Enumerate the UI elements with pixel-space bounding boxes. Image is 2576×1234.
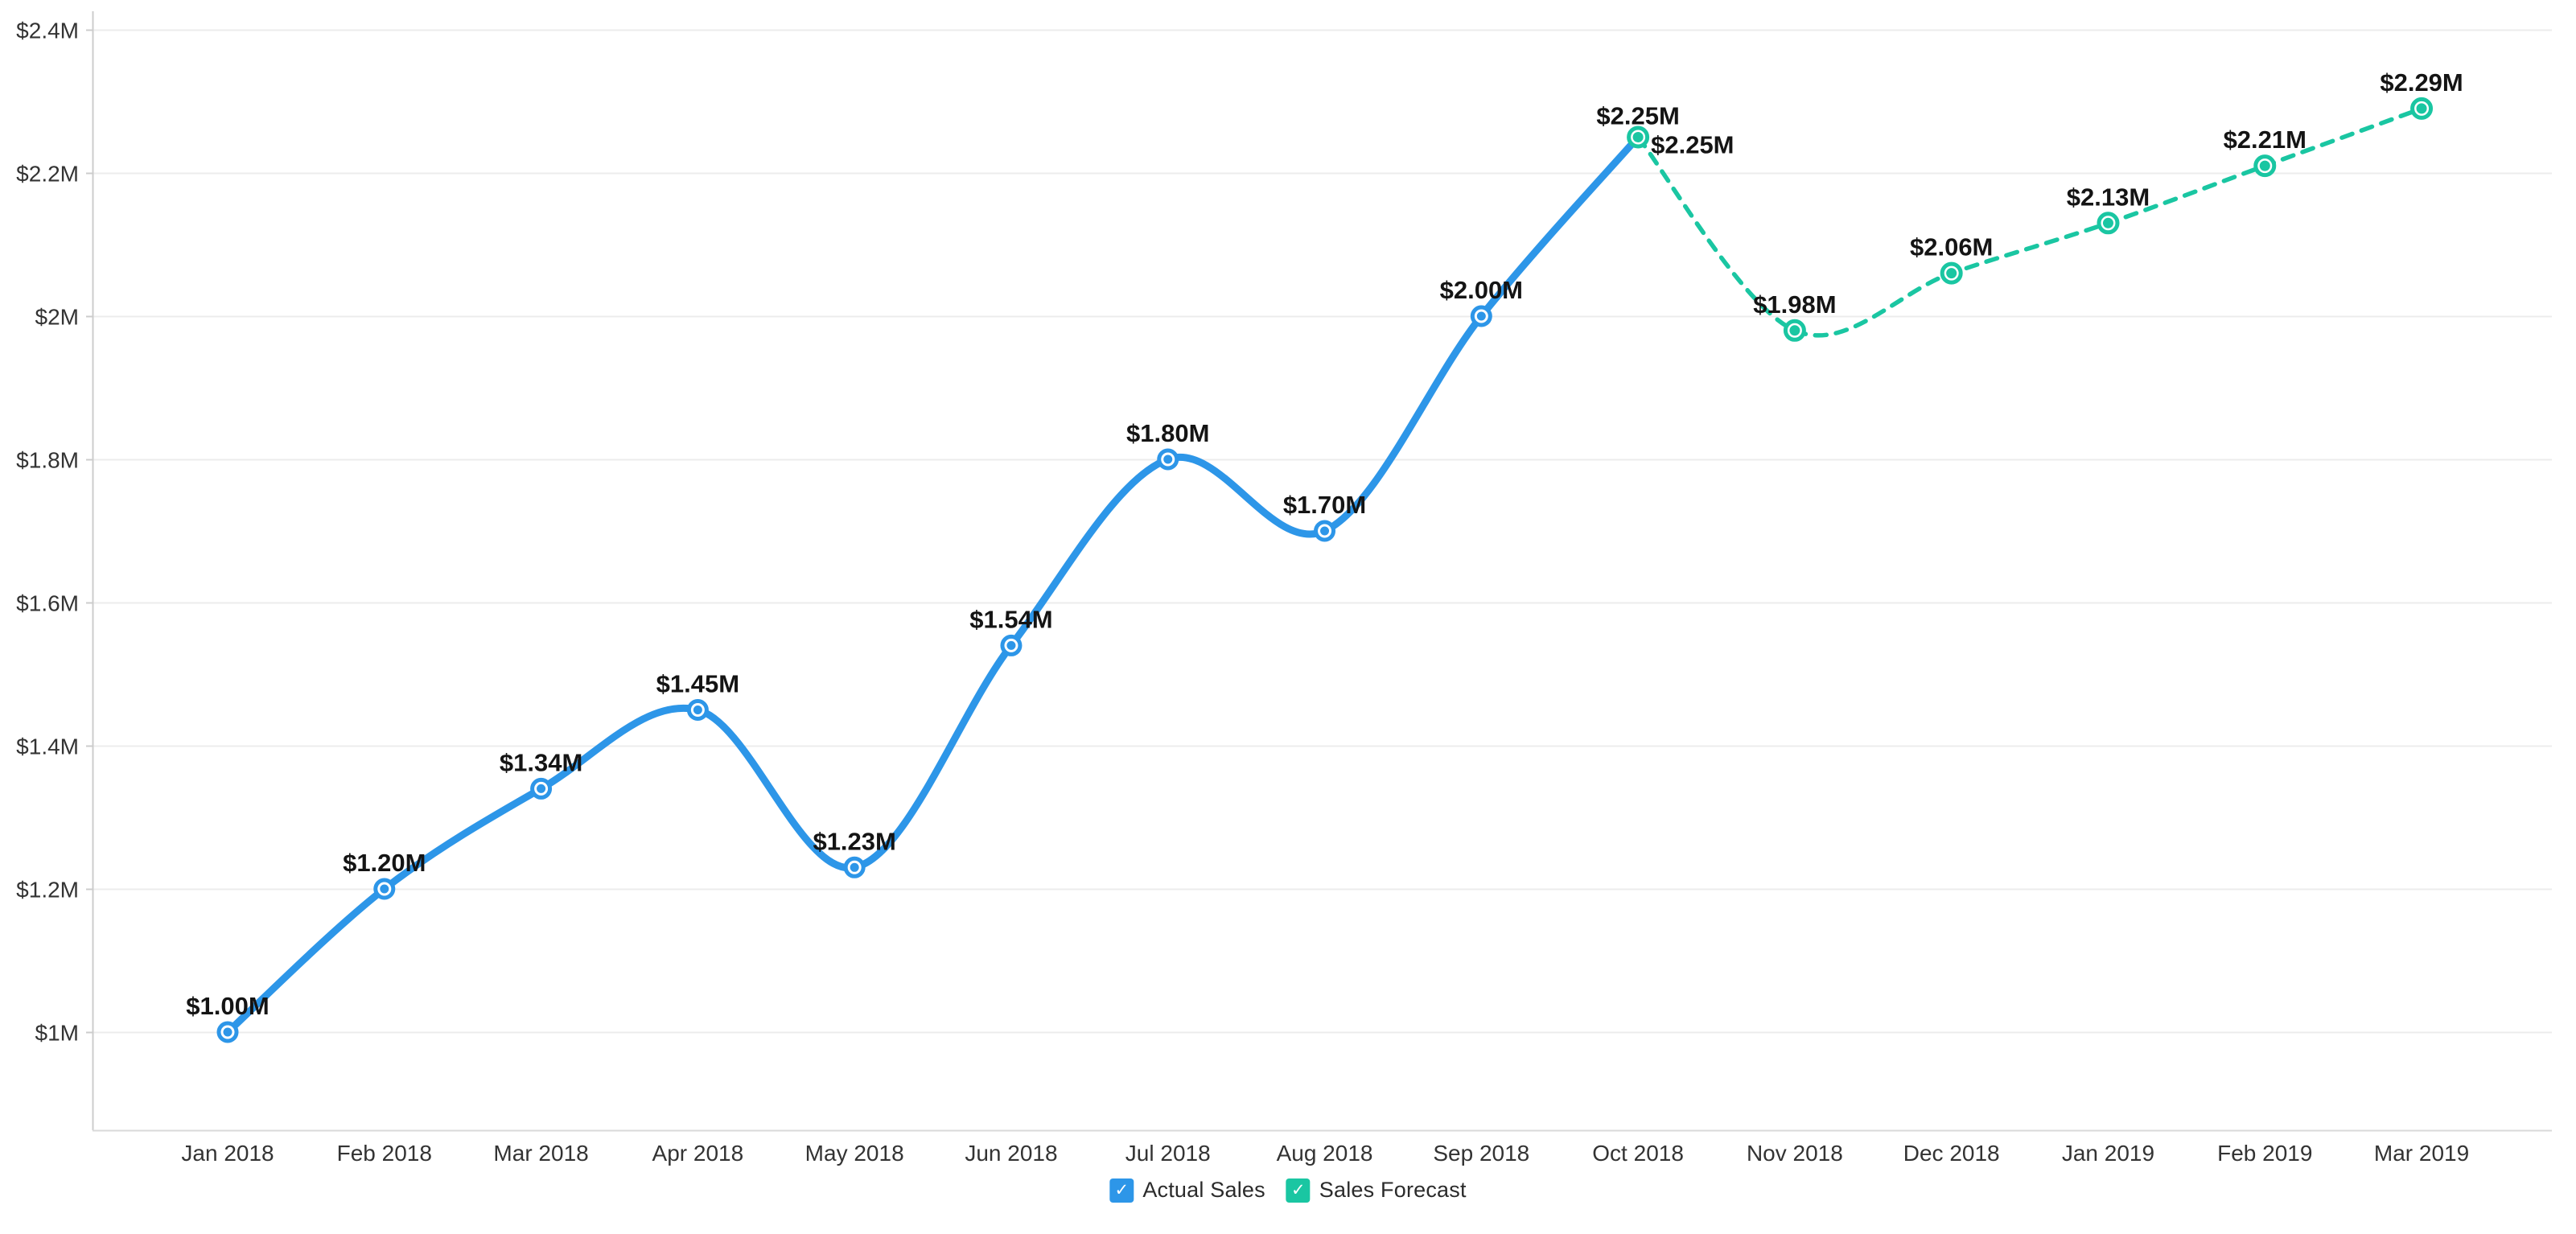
y-axis-label-2: $1.4M	[16, 734, 79, 759]
data-point-sales-forecast-dec-2018[interactable]	[1940, 261, 1963, 285]
legend-label-sales-forecast: Sales Forecast	[1319, 1178, 1467, 1202]
chart-legend: ✓ Actual Sales ✓ Sales Forecast	[1109, 1178, 1466, 1203]
data-point-actual-sales-feb-2018[interactable]	[373, 878, 396, 900]
data-point-sales-forecast-jan-2019[interactable]	[2097, 212, 2120, 235]
data-label-actual-sales-feb-2018: $1.20M	[343, 849, 426, 877]
x-axis-label-oct-2018: Oct 2018	[1592, 1141, 1684, 1166]
legend-checkbox-actual-sales[interactable]: ✓	[1109, 1178, 1134, 1203]
y-axis-label-7: $2.4M	[16, 19, 79, 43]
data-point-actual-sales-sep-2018[interactable]	[1470, 305, 1492, 327]
x-axis-label-jan-2019: Jan 2019	[2062, 1141, 2154, 1166]
x-axis-label-apr-2018: Apr 2018	[652, 1141, 744, 1166]
x-axis-label-feb-2018: Feb 2018	[337, 1141, 432, 1166]
data-label-sales-forecast-jan-2019: $2.13M	[2067, 183, 2150, 211]
data-point-actual-sales-jun-2018[interactable]	[1000, 634, 1023, 656]
data-point-actual-sales-aug-2018[interactable]	[1314, 520, 1336, 542]
data-point-actual-sales-jul-2018[interactable]	[1157, 448, 1179, 471]
data-point-actual-sales-may-2018[interactable]	[843, 856, 866, 878]
data-label-actual-sales-apr-2018: $1.45M	[656, 670, 739, 698]
y-axis-label-0: $1M	[35, 1021, 79, 1046]
data-label-sales-forecast-feb-2019: $2.21M	[2224, 125, 2306, 154]
series-line-sales-forecast	[1636, 106, 2424, 338]
data-point-sales-forecast-mar-2019[interactable]	[2410, 97, 2434, 120]
legend-checkbox-sales-forecast[interactable]: ✓	[1286, 1178, 1311, 1203]
checkmark-icon: ✓	[1114, 1181, 1130, 1199]
y-axis-label-4: $1.8M	[16, 448, 79, 473]
data-point-sales-forecast-feb-2019[interactable]	[2253, 154, 2277, 178]
checkmark-icon: ✓	[1290, 1181, 1306, 1199]
data-label-actual-sales-jul-2018: $1.80M	[1126, 419, 1209, 447]
series-line-actual-sales	[224, 134, 1642, 1036]
data-label-actual-sales-jan-2018: $1.00M	[186, 992, 269, 1020]
x-axis-label-sep-2018: Sep 2018	[1433, 1141, 1529, 1166]
data-point-sales-forecast-oct-2018[interactable]	[1627, 125, 1650, 149]
data-point-actual-sales-mar-2018[interactable]	[530, 777, 553, 800]
data-label-sales-forecast-nov-2018: $1.98M	[1753, 290, 1836, 319]
y-axis-label-3: $1.6M	[16, 591, 79, 616]
x-axis-label-nov-2018: Nov 2018	[1747, 1141, 1843, 1166]
y-axis-label-5: $2M	[35, 305, 79, 330]
y-axis-label-6: $2.2M	[16, 162, 79, 187]
legend-item-sales-forecast[interactable]: ✓ Sales Forecast	[1286, 1178, 1467, 1203]
data-label-actual-sales-sep-2018: $2.00M	[1440, 276, 1523, 304]
data-label-sales-forecast-oct-2018: $2.25M	[1651, 131, 1734, 159]
data-point-actual-sales-apr-2018[interactable]	[686, 699, 709, 721]
data-point-sales-forecast-nov-2018[interactable]	[1783, 319, 1806, 342]
x-axis-label-feb-2019: Feb 2019	[2217, 1141, 2312, 1166]
x-axis-label-dec-2018: Dec 2018	[1903, 1141, 2000, 1166]
x-axis-label-jun-2018: Jun 2018	[965, 1141, 1057, 1166]
data-label-sales-forecast-dec-2018: $2.06M	[1910, 233, 1993, 261]
x-axis-label-mar-2018: Mar 2018	[493, 1141, 588, 1166]
legend-label-actual-sales: Actual Sales	[1142, 1178, 1265, 1202]
data-label-sales-forecast-mar-2019: $2.29M	[2380, 68, 2463, 97]
data-label-actual-sales-mar-2018: $1.34M	[500, 748, 582, 776]
y-axis-label-1: $1.2M	[16, 878, 79, 903]
data-label-actual-sales-jun-2018: $1.54M	[969, 605, 1052, 633]
data-point-actual-sales-jan-2018[interactable]	[216, 1021, 239, 1043]
data-label-actual-sales-oct-2018: $2.25M	[1596, 102, 1679, 130]
x-axis-label-jul-2018: Jul 2018	[1125, 1141, 1211, 1166]
x-axis-label-may-2018: May 2018	[805, 1141, 904, 1166]
data-label-actual-sales-aug-2018: $1.70M	[1283, 491, 1366, 519]
x-axis-label-jan-2018: Jan 2018	[181, 1141, 274, 1166]
x-axis-label-aug-2018: Aug 2018	[1277, 1141, 1373, 1166]
legend-item-actual-sales[interactable]: ✓ Actual Sales	[1109, 1178, 1265, 1203]
x-axis-label-mar-2019: Mar 2019	[2374, 1141, 2469, 1166]
data-label-actual-sales-may-2018: $1.23M	[813, 827, 895, 855]
